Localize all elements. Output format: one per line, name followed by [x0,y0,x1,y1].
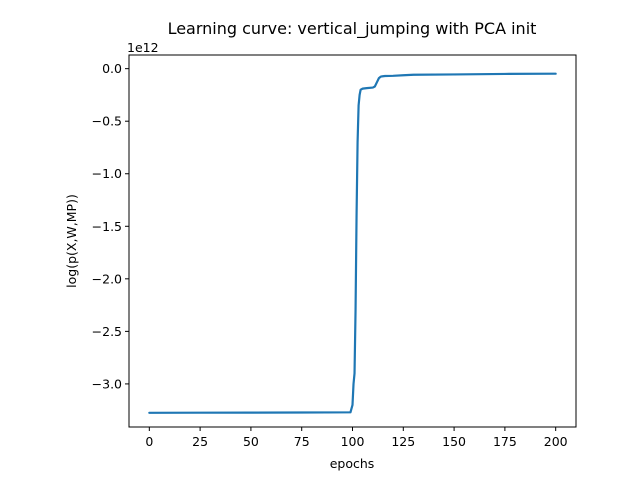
chart-title: Learning curve: vertical_jumping with PC… [168,19,537,39]
y-offset-text: 1e12 [127,40,159,55]
x-tick-label: 25 [192,434,208,449]
y-tick-label: −2.0 [92,271,122,286]
y-tick-label: −3.0 [92,376,122,391]
x-axis-label: epochs [330,456,375,471]
x-tick-label: 0 [145,434,153,449]
y-axis-label: log(p(X,W,MP)) [64,194,79,288]
x-tick-label: 150 [442,434,466,449]
x-tick-label: 50 [243,434,259,449]
x-tick-label: 75 [294,434,310,449]
x-tick-label: 175 [493,434,517,449]
y-tick-label: −1.5 [92,219,122,234]
y-tick-label: −1.0 [92,166,122,181]
y-tick-label: −2.5 [92,324,122,339]
plot-frame [128,54,577,428]
y-tick-label: 0.0 [102,61,122,76]
x-tick-label: 100 [341,434,365,449]
y-tick-label: −0.5 [92,114,122,129]
x-tick-label: 125 [391,434,415,449]
x-tick-label: 200 [544,434,568,449]
series-line [148,72,557,414]
